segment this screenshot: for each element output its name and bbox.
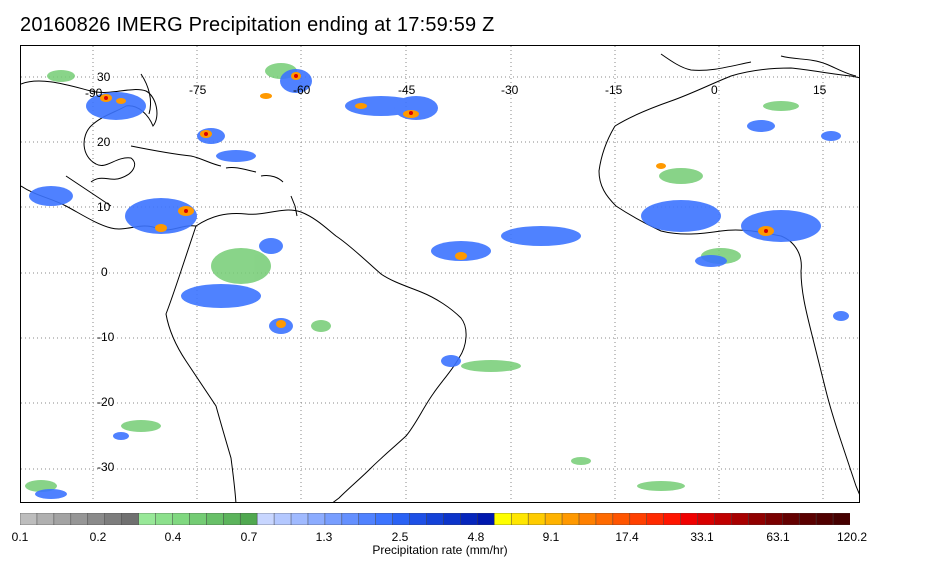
lat-label: -20 bbox=[97, 395, 115, 409]
colorbar-swatch bbox=[358, 513, 377, 525]
colorbar-tick: 9.1 bbox=[542, 530, 560, 544]
colorbar-tick: 0.1 bbox=[11, 530, 29, 544]
colorbar-swatch bbox=[138, 513, 157, 525]
colorbar-swatch bbox=[426, 513, 445, 525]
colorbar-swatch bbox=[781, 513, 800, 525]
colorbar-swatch bbox=[206, 513, 225, 525]
colorbar-swatch bbox=[341, 513, 360, 525]
lat-label: 20 bbox=[97, 135, 111, 149]
colorbar bbox=[20, 513, 850, 525]
colorbar-swatch bbox=[273, 513, 292, 525]
colorbar-swatch bbox=[477, 513, 496, 525]
colorbar-swatch bbox=[36, 513, 55, 525]
colorbar-swatch bbox=[239, 513, 258, 525]
colorbar-swatch bbox=[510, 513, 529, 525]
lon-label: 0 bbox=[711, 83, 718, 97]
colorbar-tick: 1.3 bbox=[315, 530, 333, 544]
colorbar-swatch bbox=[104, 513, 123, 525]
colorbar-swatch bbox=[663, 513, 682, 525]
colorbar-swatch bbox=[375, 513, 394, 525]
colorbar-swatch bbox=[561, 513, 580, 525]
lon-label: -15 bbox=[605, 83, 623, 97]
lat-label: 30 bbox=[97, 70, 111, 84]
lon-label: -75 bbox=[189, 83, 207, 97]
page-title: 20160826 IMERG Precipitation ending at 1… bbox=[20, 14, 495, 36]
lon-label: -90 bbox=[85, 86, 103, 100]
lon-label: 15 bbox=[813, 83, 827, 97]
colorbar-tick: 4.8 bbox=[467, 530, 485, 544]
colorbar-swatches bbox=[20, 513, 850, 525]
lat-label: -30 bbox=[97, 460, 115, 474]
precipitation-map[interactable]: -90 -75 -60 -45 -30 -15 0 15 30 20 10 0 … bbox=[20, 45, 860, 503]
colorbar-tick: 33.1 bbox=[690, 530, 714, 544]
map-canvas bbox=[21, 46, 859, 502]
colorbar-swatch bbox=[629, 513, 648, 525]
colorbar-swatch bbox=[731, 513, 750, 525]
colorbar-swatch bbox=[87, 513, 106, 525]
lon-label: -60 bbox=[293, 83, 311, 97]
lon-label: -45 bbox=[398, 83, 416, 97]
colorbar-swatch bbox=[798, 513, 817, 525]
colorbar-tick: 120.2 bbox=[836, 530, 868, 544]
lat-label: 10 bbox=[97, 200, 111, 214]
colorbar-swatch bbox=[815, 513, 834, 525]
lon-label: -30 bbox=[501, 83, 519, 97]
rain-cells bbox=[25, 63, 849, 499]
colorbar-swatch bbox=[714, 513, 733, 525]
colorbar-swatch bbox=[765, 513, 783, 525]
colorbar-swatch bbox=[53, 513, 72, 525]
lat-label: 0 bbox=[101, 265, 108, 279]
colorbar-tick: 0.2 bbox=[89, 530, 107, 544]
colorbar-tick: 0.7 bbox=[240, 530, 258, 544]
colorbar-swatch bbox=[578, 513, 597, 525]
colorbar-swatch bbox=[748, 513, 767, 525]
colorbar-tick: 17.4 bbox=[615, 530, 639, 544]
lat-label: -10 bbox=[97, 330, 115, 344]
colorbar-swatch bbox=[595, 513, 614, 525]
colorbar-swatch bbox=[409, 513, 428, 525]
colorbar-swatch bbox=[324, 513, 343, 525]
colorbar-swatch bbox=[256, 513, 275, 525]
colorbar-swatch bbox=[646, 513, 665, 525]
colorbar-swatch bbox=[443, 513, 462, 525]
colorbar-swatch bbox=[121, 513, 140, 525]
colorbar-swatch bbox=[392, 513, 411, 525]
colorbar-tick: 0.4 bbox=[164, 530, 182, 544]
colorbar-swatch bbox=[20, 513, 38, 525]
colorbar-swatch bbox=[832, 513, 850, 525]
colorbar-swatch bbox=[494, 513, 512, 525]
coastlines bbox=[21, 53, 859, 502]
colorbar-swatch bbox=[172, 513, 191, 525]
colorbar-swatch bbox=[460, 513, 479, 525]
colorbar-swatch bbox=[680, 513, 699, 525]
colorbar-tick: 63.1 bbox=[766, 530, 790, 544]
colorbar-swatch bbox=[155, 513, 174, 525]
graticule bbox=[21, 46, 859, 502]
colorbar-swatch bbox=[223, 513, 241, 525]
colorbar-swatch bbox=[189, 513, 208, 525]
colorbar-swatch bbox=[290, 513, 309, 525]
colorbar-tick: 2.5 bbox=[391, 530, 409, 544]
colorbar-swatch bbox=[544, 513, 563, 525]
colorbar-swatch bbox=[70, 513, 89, 525]
colorbar-swatch bbox=[527, 513, 546, 525]
colorbar-swatch bbox=[697, 513, 716, 525]
colorbar-swatch bbox=[307, 513, 326, 525]
colorbar-swatch bbox=[612, 513, 631, 525]
colorbar-label: Precipitation rate (mm/hr) bbox=[372, 543, 508, 557]
